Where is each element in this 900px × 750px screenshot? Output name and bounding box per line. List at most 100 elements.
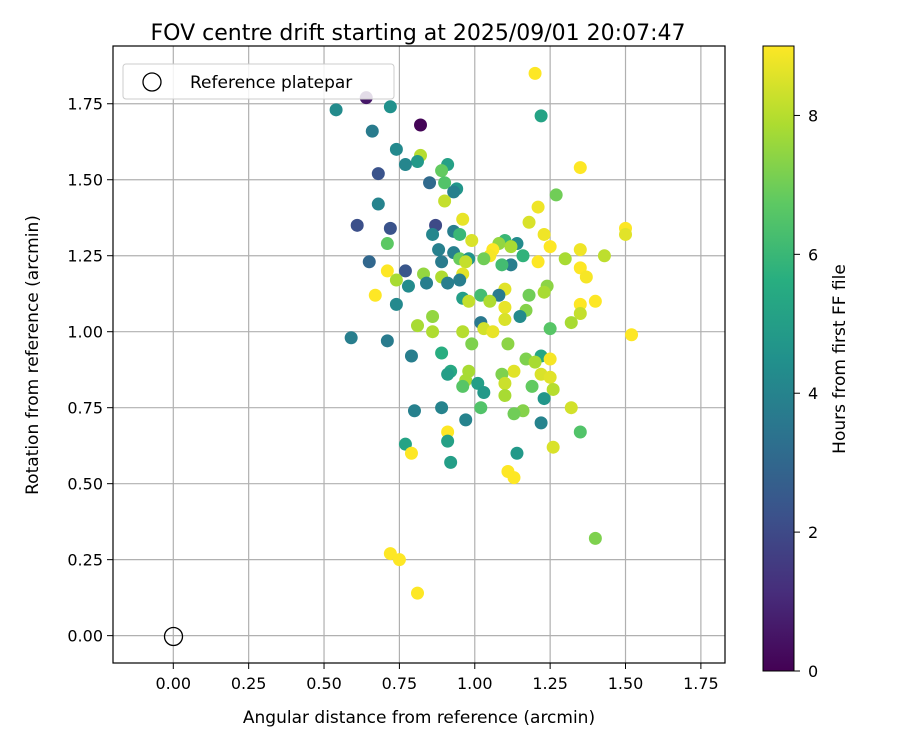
y-tick-label: 0.50 — [67, 475, 103, 494]
data-point — [534, 416, 548, 430]
data-point — [513, 310, 527, 324]
data-point — [404, 349, 418, 363]
data-point — [543, 370, 557, 384]
data-point — [573, 425, 587, 439]
data-point — [537, 392, 551, 406]
data-point — [573, 161, 587, 175]
data-points — [329, 66, 639, 600]
data-point — [516, 249, 530, 263]
data-point — [420, 276, 434, 290]
data-point — [368, 288, 382, 302]
data-point — [426, 325, 440, 339]
colorbar-gradient — [762, 45, 795, 672]
x-tick-label: 0.00 — [155, 674, 191, 693]
colorbar-tick-label: 8 — [808, 106, 818, 125]
data-point — [438, 176, 452, 190]
data-point — [534, 109, 548, 123]
y-axis-label: Rotation from reference (arcmin) — [23, 215, 43, 495]
data-point — [435, 255, 449, 269]
data-point — [531, 200, 545, 214]
data-point — [441, 425, 455, 439]
data-point — [380, 264, 394, 278]
data-point — [543, 240, 557, 254]
data-point — [435, 346, 449, 360]
data-point — [398, 264, 412, 278]
x-axis-label: Angular distance from reference (arcmin) — [243, 708, 595, 728]
data-point — [389, 142, 403, 156]
data-point — [432, 243, 446, 257]
data-point — [383, 221, 397, 235]
colorbar-ticks: 0 2 4 6 8 — [794, 106, 818, 681]
data-point — [380, 334, 394, 348]
data-point — [410, 319, 424, 333]
data-point — [456, 212, 470, 226]
plot-frame — [112, 45, 726, 664]
data-point — [525, 379, 539, 393]
data-point — [579, 270, 593, 284]
data-point — [573, 243, 587, 257]
data-point — [477, 252, 491, 266]
data-point — [498, 300, 512, 314]
reference-marker — [163, 626, 184, 647]
data-point — [404, 446, 418, 460]
x-tick-label: 0.50 — [306, 674, 342, 693]
data-point — [398, 158, 412, 172]
data-point — [465, 337, 479, 351]
y-tick-label: 0.25 — [67, 551, 103, 570]
x-tick-label: 1.00 — [457, 674, 493, 693]
data-point — [619, 227, 633, 241]
data-point — [625, 328, 639, 342]
data-point — [486, 325, 500, 339]
data-point — [546, 382, 560, 396]
data-point — [483, 294, 497, 308]
x-tick-label: 1.25 — [532, 674, 568, 693]
data-point — [423, 176, 437, 190]
data-point — [344, 331, 358, 345]
y-tick-label: 0.00 — [67, 627, 103, 646]
y-tick-label: 1.25 — [67, 247, 103, 266]
chart-title: FOV centre drift starting at 2025/09/01 … — [151, 21, 686, 46]
y-tick-label: 0.75 — [67, 399, 103, 418]
data-point — [528, 355, 542, 369]
colorbar-tick-label: 0 — [808, 662, 818, 681]
colorbar-tick-label: 2 — [808, 523, 818, 542]
data-point — [438, 194, 452, 208]
data-point — [558, 252, 572, 266]
data-point — [435, 401, 449, 415]
data-point — [549, 188, 563, 202]
data-point — [507, 407, 521, 421]
x-tick-label: 1.50 — [608, 674, 644, 693]
data-point — [447, 185, 461, 199]
data-point — [329, 103, 343, 117]
grid-lines — [113, 46, 725, 663]
x-axis-ticks: 0.00 0.25 0.50 0.75 1.00 1.25 1.50 1.75 — [155, 663, 719, 693]
y-tick-label: 1.50 — [67, 171, 103, 190]
data-point — [414, 118, 428, 132]
data-point — [462, 294, 476, 308]
colorbar-label: Hours from first FF file — [830, 264, 850, 454]
data-point — [389, 297, 403, 311]
legend-label: Reference platepar — [190, 73, 352, 93]
data-point — [597, 249, 611, 263]
data-point — [504, 258, 518, 272]
data-point — [522, 288, 536, 302]
data-point — [459, 413, 473, 427]
data-point — [426, 310, 440, 324]
data-point — [389, 273, 403, 287]
data-point — [392, 553, 406, 567]
data-point — [498, 389, 512, 403]
data-point — [498, 376, 512, 390]
colorbar: 0 2 4 6 8 Hours from first FF file — [762, 45, 850, 681]
x-tick-label: 1.75 — [683, 674, 719, 693]
data-point — [453, 227, 467, 241]
data-point — [362, 255, 376, 269]
data-point — [380, 237, 394, 251]
data-point — [543, 322, 557, 336]
data-point — [371, 197, 385, 211]
data-point — [546, 440, 560, 454]
data-point — [543, 352, 557, 366]
x-tick-label: 0.25 — [231, 674, 267, 693]
data-point — [410, 586, 424, 600]
colorbar-tick-label: 6 — [808, 245, 818, 264]
